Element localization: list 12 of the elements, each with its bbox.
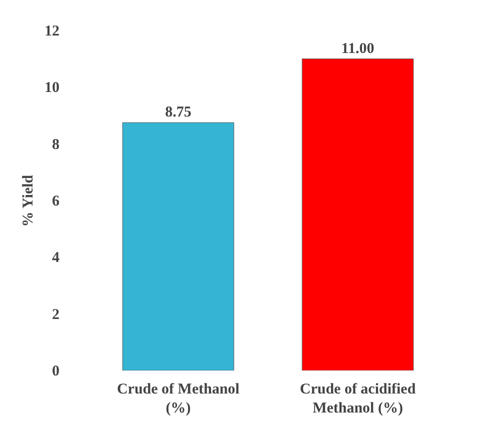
y-tick-label: 12 — [44, 24, 60, 40]
data-label: 11.00 — [341, 40, 374, 57]
x-tick-label: Crude of acidified Methanol (%) — [300, 382, 416, 417]
y-tick-label: 0 — [52, 364, 60, 380]
data-label: 8.75 — [165, 104, 192, 121]
x-tick-label: Crude of Methanol (%) — [116, 382, 240, 417]
y-tick-label: 6 — [52, 194, 60, 210]
y-tick-label: 4 — [52, 250, 60, 266]
y-tick-label: 8 — [52, 136, 60, 153]
y-axis-title: % Yield — [20, 174, 36, 227]
y-tick-label: 10 — [44, 80, 60, 96]
y-tick-label: 2 — [52, 306, 60, 323]
